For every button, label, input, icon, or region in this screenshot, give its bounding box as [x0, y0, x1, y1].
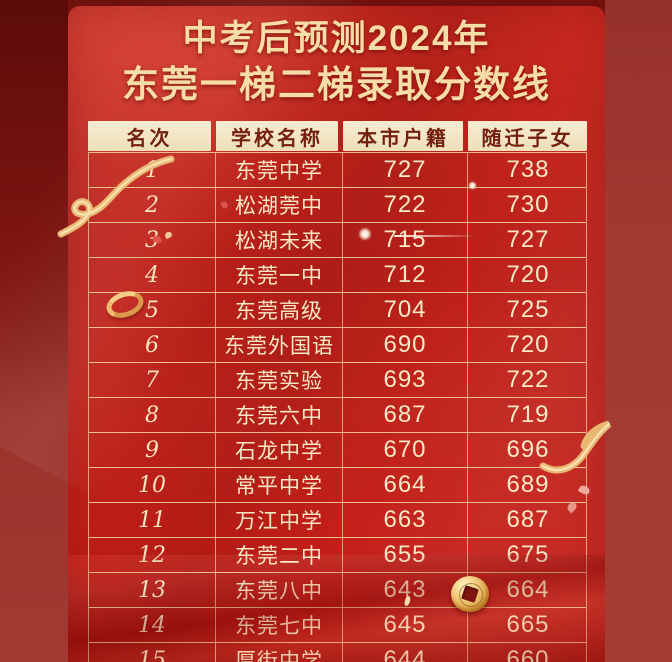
table-row: 4 东莞一中 712 720 [89, 258, 586, 293]
page-title: 中考后预测2024年 东莞一梯二梯录取分数线 [68, 16, 605, 108]
table-row: 7 东莞实验 693 722 [89, 363, 586, 398]
school-cell: 常平中学 [215, 468, 342, 502]
local-score-cell: 690 [342, 328, 467, 362]
column-header-local: 本市户籍 [343, 121, 463, 151]
rank-cell: 7 [145, 367, 159, 393]
table-row: 9 石龙中学 670 696 [89, 433, 586, 468]
local-score-cell: 715 [342, 223, 467, 257]
rank-cell: 12 [138, 542, 166, 568]
table-row: 13 东莞八中 643 664 [89, 573, 586, 608]
table-row: 2 松湖莞中 722 730 [89, 188, 586, 223]
table-row: 15 厚街中学 644 660 [89, 643, 586, 662]
migrant-score-cell: 719 [467, 398, 588, 432]
local-score-cell: 722 [342, 188, 467, 222]
migrant-score-cell: 720 [467, 258, 588, 292]
rank-cell: 13 [138, 577, 166, 603]
rank-cell: 3 [145, 227, 159, 253]
migrant-score-cell: 664 [467, 573, 588, 607]
title-line-2: 东莞一梯二梯录取分数线 [122, 64, 551, 105]
column-header-migrant: 随迁子女 [468, 121, 587, 151]
rank-cell: 1 [145, 157, 159, 183]
table-row: 6 东莞外国语 690 720 [89, 328, 586, 363]
table-row: 11 万江中学 663 687 [89, 503, 586, 538]
table-header: 名次 学校名称 本市户籍 随迁子女 [88, 121, 587, 151]
school-cell: 松湖莞中 [215, 188, 342, 222]
migrant-score-cell: 720 [467, 328, 588, 362]
table-row: 12 东莞二中 655 675 [89, 538, 586, 573]
school-cell: 石龙中学 [215, 433, 342, 467]
migrant-score-cell: 665 [467, 608, 588, 642]
school-cell: 东莞外国语 [215, 328, 342, 362]
school-cell: 东莞七中 [215, 608, 342, 642]
rank-cell: 10 [138, 472, 166, 498]
rank-cell: 9 [145, 437, 159, 463]
local-score-cell: 655 [342, 538, 467, 572]
rank-cell: 4 [145, 262, 159, 288]
local-score-cell: 663 [342, 503, 467, 537]
local-score-cell: 670 [342, 433, 467, 467]
local-score-cell: 664 [342, 468, 467, 502]
migrant-score-cell: 730 [467, 188, 588, 222]
migrant-score-cell: 675 [467, 538, 588, 572]
migrant-score-cell: 689 [467, 468, 588, 502]
migrant-score-cell: 727 [467, 223, 588, 257]
local-score-cell: 644 [342, 643, 467, 662]
title-line-1: 中考后预测2024年 [182, 19, 491, 58]
column-header-rank: 名次 [88, 121, 211, 151]
local-score-cell: 645 [342, 608, 467, 642]
school-cell: 松湖未来 [215, 223, 342, 257]
migrant-score-cell: 725 [467, 293, 588, 327]
local-score-cell: 727 [342, 153, 467, 187]
local-score-cell: 693 [342, 363, 467, 397]
local-score-cell: 643 [342, 573, 467, 607]
table-row: 5 东莞高级 704 725 [89, 293, 586, 328]
school-cell: 东莞八中 [215, 573, 342, 607]
rank-cell: 6 [145, 332, 159, 358]
migrant-score-cell: 687 [467, 503, 588, 537]
school-cell: 东莞一中 [215, 258, 342, 292]
school-cell: 万江中学 [215, 503, 342, 537]
table-row: 3 松湖未来 715 727 [89, 223, 586, 258]
migrant-score-cell: 696 [467, 433, 588, 467]
local-score-cell: 704 [342, 293, 467, 327]
poster-card [68, 6, 605, 662]
local-score-cell: 712 [342, 258, 467, 292]
column-header-school: 学校名称 [216, 121, 338, 151]
school-cell: 厚街中学 [215, 643, 342, 662]
table-body: 1 东莞中学 727 738 2 松湖莞中 722 730 3 松湖未来 715… [88, 152, 587, 662]
table-row: 14 东莞七中 645 665 [89, 608, 586, 643]
rank-cell: 5 [145, 297, 159, 323]
rank-cell: 2 [145, 192, 159, 218]
background-left-band [0, 0, 68, 420]
migrant-score-cell: 660 [467, 643, 588, 662]
school-cell: 东莞实验 [215, 363, 342, 397]
school-cell: 东莞六中 [215, 398, 342, 432]
rank-cell: 11 [138, 507, 166, 533]
rank-cell: 15 [138, 647, 166, 662]
table-row: 10 常平中学 664 689 [89, 468, 586, 503]
table-row: 1 东莞中学 727 738 [89, 153, 586, 188]
rank-cell: 14 [138, 612, 166, 638]
school-cell: 东莞二中 [215, 538, 342, 572]
local-score-cell: 687 [342, 398, 467, 432]
table-row: 8 东莞六中 687 719 [89, 398, 586, 433]
school-cell: 东莞高级 [215, 293, 342, 327]
rank-cell: 8 [145, 402, 159, 428]
score-table: 名次 学校名称 本市户籍 随迁子女 1 东莞中学 727 738 2 松湖莞中 … [88, 121, 587, 662]
migrant-score-cell: 722 [467, 363, 588, 397]
background-right-band [605, 0, 672, 662]
migrant-score-cell: 738 [467, 153, 588, 187]
school-cell: 东莞中学 [215, 153, 342, 187]
